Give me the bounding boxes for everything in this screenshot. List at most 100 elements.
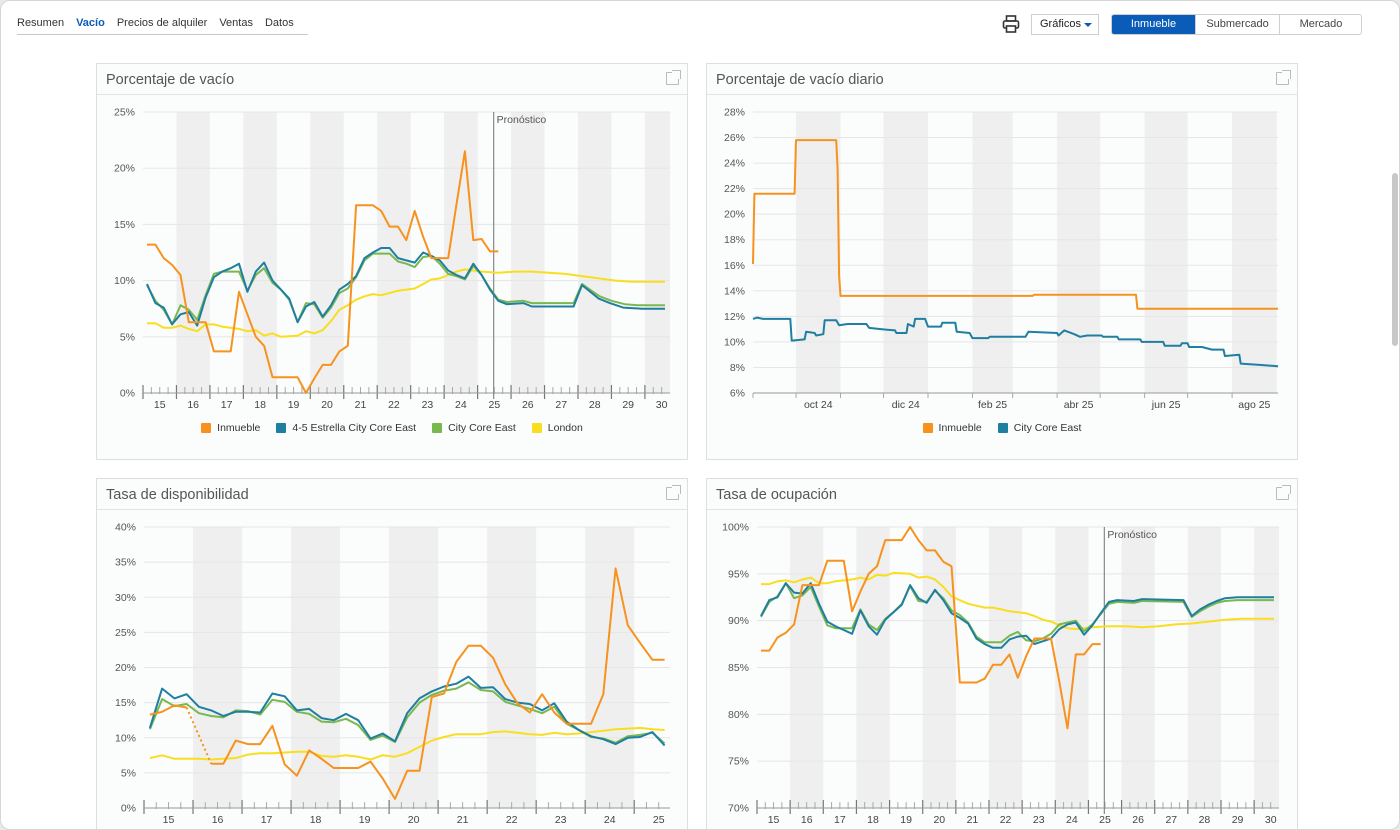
external-link-icon[interactable]: [1276, 70, 1291, 85]
chart-svg: 0% 5% 10% 15% 20% 25% 15 16 17 18 19 20 21 22 23 24 25 26…: [114, 107, 670, 411]
x-tick-label: 20: [408, 814, 420, 826]
caret-down-icon: [1084, 23, 1092, 27]
legend-item[interactable]: Inmueble: [201, 422, 260, 434]
x-tick-label: 15: [154, 399, 166, 411]
legend-label: City Core East: [448, 422, 516, 434]
tab-ventas[interactable]: Ventas: [219, 17, 253, 29]
y-tick-label: 0%: [121, 803, 136, 815]
legend-item[interactable]: London: [531, 422, 583, 434]
series-line-london: [149, 726, 665, 761]
y-tick-label: 24%: [724, 158, 745, 170]
segment-submercado[interactable]: Submercado: [1195, 15, 1279, 34]
legend-swatch: [531, 423, 542, 433]
card-title: Tasa de disponibilidad: [97, 479, 687, 510]
x-tick-label: 28: [1199, 814, 1211, 826]
series-line-city-core-east: [752, 316, 1279, 368]
tab-vacio[interactable]: Vacío: [76, 17, 105, 29]
series-line-inmueble: [211, 567, 665, 800]
series-line-4-5-estrella-city-core-east: [148, 675, 666, 747]
y-tick-label: 8%: [730, 362, 745, 374]
x-tick-label: 27: [1165, 814, 1177, 826]
external-link-icon[interactable]: [1276, 485, 1291, 500]
y-tick-label: 14%: [724, 285, 745, 297]
x-tick-label: abr 25: [1064, 399, 1094, 411]
scrollbar-thumb[interactable]: [1392, 173, 1398, 346]
x-tick-label: 18: [867, 814, 879, 826]
x-tick-label: 17: [221, 399, 233, 411]
series-inmueble: [149, 567, 665, 800]
x-tick-label: oct 24: [804, 399, 833, 411]
tab-precios-de-alquiler[interactable]: Precios de alquiler: [116, 17, 208, 29]
x-tick-label: 22: [506, 814, 518, 826]
legend-item[interactable]: Inmueble: [922, 422, 982, 434]
legend-label: 4-5 Estrella City Core East: [292, 422, 417, 434]
external-link-icon[interactable]: [666, 70, 681, 85]
x-tick-label: 18: [254, 399, 266, 411]
x-tick-label: 23: [555, 814, 567, 826]
series-line-london: [761, 571, 1274, 631]
chart-card-availability: Tasa de disponibilidad 0% 5% 10% 15% 20% 25% 3…: [96, 478, 688, 829]
y-tick-label: 28%: [724, 107, 745, 119]
series-inmueble: [147, 150, 499, 394]
chart-svg: 0% 5% 10% 15% 20% 25% 30% 35% 40% 15 16 17 18 19 20 21 2…: [115, 522, 670, 826]
x-tick-label: 21: [967, 814, 979, 826]
x-tick-label: 17: [834, 814, 846, 826]
x-tick-label: 16: [187, 399, 199, 411]
charts-dropdown[interactable]: Gráficos: [1031, 14, 1099, 35]
y-tick-label: 25%: [114, 107, 135, 119]
y-tick-label: 0%: [120, 388, 135, 400]
x-tick-label: 20: [321, 399, 333, 411]
x-tick-label: 24: [1066, 814, 1078, 826]
forecast-label: Pronóstico: [497, 114, 547, 126]
printer-icon[interactable]: [1002, 14, 1020, 34]
y-tick-label: 85%: [728, 662, 749, 674]
tab-datos[interactable]: Datos: [264, 17, 294, 29]
y-tick-label: 90%: [728, 615, 749, 627]
month-band: [1057, 112, 1101, 393]
y-tick-label: 10%: [115, 732, 136, 744]
series-line-london: [147, 268, 665, 338]
series-inmueble: [752, 139, 1278, 310]
legend-item[interactable]: City Core East: [997, 422, 1081, 434]
legend-item[interactable]: 4-5 Estrella City Core East: [276, 422, 416, 434]
x-tick-label: 26: [522, 399, 534, 411]
y-tick-label: 25%: [115, 627, 136, 639]
series-4-5-estrella-city-core-east: [146, 247, 665, 327]
x-tick-label: ago 25: [1238, 399, 1270, 411]
y-tick-label: 15%: [115, 697, 136, 709]
x-tick-label: 23: [422, 399, 434, 411]
legend-item[interactable]: City Core East: [432, 422, 516, 434]
x-tick-label: 15: [768, 814, 780, 826]
x-tick-label: 21: [355, 399, 367, 411]
series-inmueble: [761, 526, 1101, 730]
x-tick-label: 16: [801, 814, 813, 826]
month-band: [1144, 112, 1188, 393]
series-city-core-east: [752, 316, 1279, 368]
chart-card-occupancy: Tasa de ocupación 70% 75% 80% 85% 90% 95% 100%…: [706, 478, 1298, 829]
segment-inmueble[interactable]: Inmueble: [1112, 15, 1195, 34]
legend-swatch: [201, 423, 212, 433]
month-band: [883, 112, 928, 393]
y-tick-label: 30%: [115, 592, 136, 604]
x-tick-label: 27: [555, 399, 567, 411]
y-tick-label: 5%: [120, 331, 135, 343]
x-tick-label: jun 25: [1151, 399, 1181, 411]
month-band: [972, 112, 1013, 393]
series-line-inmueble: [761, 526, 1101, 730]
month-band: [1232, 112, 1277, 393]
x-tick-label: 22: [1000, 814, 1012, 826]
y-tick-label: 10%: [724, 336, 745, 348]
tab-resumen[interactable]: Resumen: [17, 17, 65, 29]
x-tick-label: 25: [488, 399, 500, 411]
series-4-5-estrella-city-core-east: [760, 582, 1274, 649]
y-tick-label: 75%: [728, 756, 749, 768]
x-tick-label: 17: [261, 814, 273, 826]
y-tick-label: 18%: [724, 234, 745, 246]
segment-mercado[interactable]: Mercado: [1279, 15, 1361, 34]
x-tick-label: feb 25: [978, 399, 1007, 411]
x-tick-label: 28: [589, 399, 601, 411]
card-title: Porcentaje de vacío diario: [707, 64, 1297, 95]
x-tick-label: 23: [1033, 814, 1045, 826]
external-link-icon[interactable]: [666, 485, 681, 500]
